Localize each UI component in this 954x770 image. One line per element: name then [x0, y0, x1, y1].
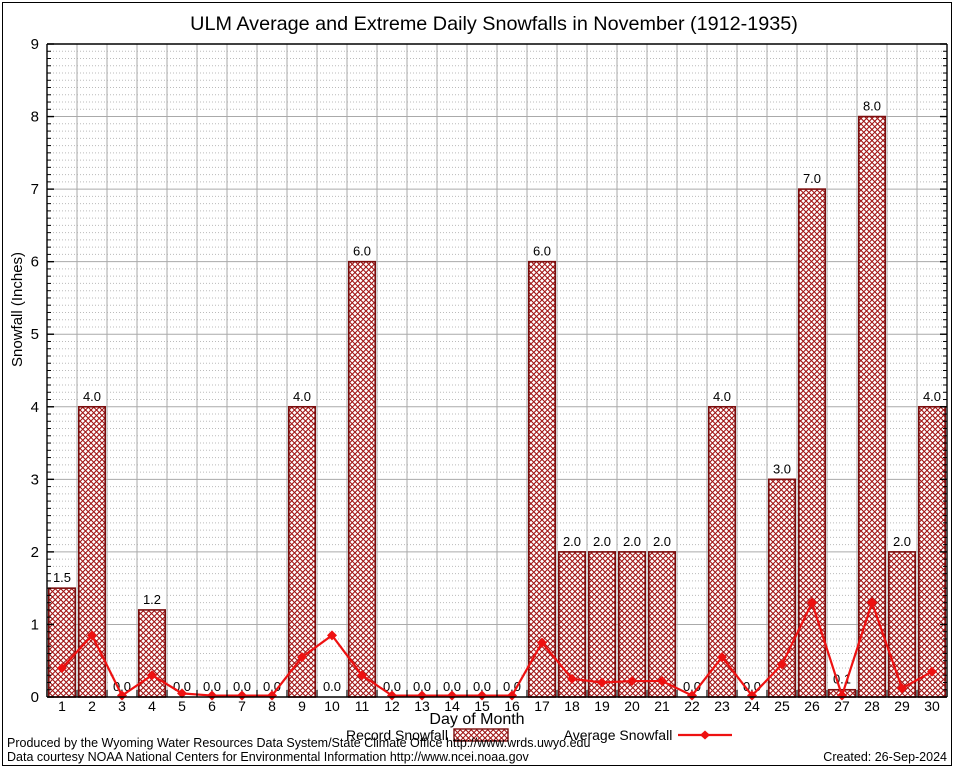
svg-text:6.0: 6.0: [353, 244, 371, 259]
svg-text:8.0: 8.0: [863, 99, 881, 114]
svg-text:7.0: 7.0: [803, 171, 821, 186]
svg-text:7: 7: [31, 181, 39, 198]
svg-text:4: 4: [31, 399, 39, 416]
svg-text:1: 1: [31, 616, 39, 633]
svg-text:6.0: 6.0: [533, 244, 551, 259]
svg-text:5: 5: [31, 326, 39, 343]
svg-text:2.0: 2.0: [623, 534, 641, 549]
svg-text:4.0: 4.0: [293, 389, 311, 404]
svg-text:2.0: 2.0: [563, 534, 581, 549]
svg-text:4.0: 4.0: [83, 389, 101, 404]
svg-text:6: 6: [31, 254, 39, 271]
svg-text:2.0: 2.0: [893, 534, 911, 549]
svg-text:2.0: 2.0: [653, 534, 671, 549]
svg-text:1.2: 1.2: [143, 592, 161, 607]
svg-text:2: 2: [31, 544, 39, 561]
svg-text:0.0: 0.0: [323, 679, 341, 694]
svg-text:3.0: 3.0: [773, 461, 791, 476]
svg-text:3: 3: [31, 471, 39, 488]
svg-text:8: 8: [31, 109, 39, 126]
svg-text:1.5: 1.5: [53, 570, 71, 585]
svg-text:2.0: 2.0: [593, 534, 611, 549]
svg-text:0: 0: [31, 689, 39, 706]
svg-text:4.0: 4.0: [713, 389, 731, 404]
svg-text:9: 9: [31, 36, 39, 53]
svg-text:4.0: 4.0: [923, 389, 941, 404]
